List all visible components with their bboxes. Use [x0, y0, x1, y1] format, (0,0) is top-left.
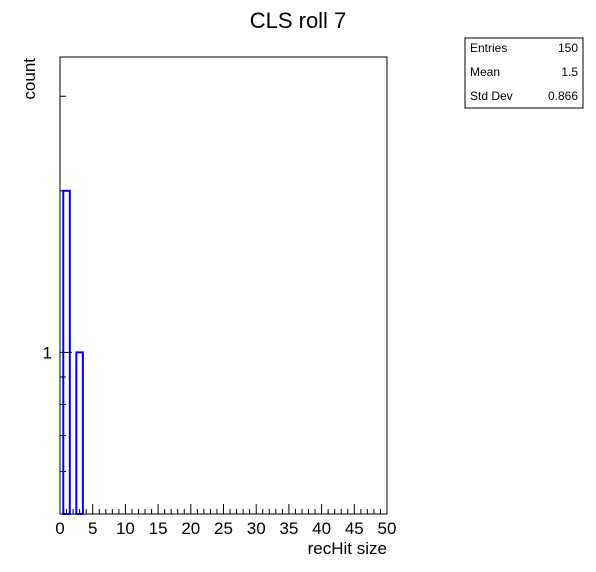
x-axis-label: recHit size: [308, 539, 387, 558]
x-tick-label: 40: [312, 519, 331, 538]
x-tick-label: 0: [55, 519, 64, 538]
x-tick-label: 25: [214, 519, 233, 538]
y-axis-label: count: [20, 58, 39, 100]
y-tick-label: 1: [43, 343, 52, 362]
plot-frame: [59, 56, 388, 515]
chart-title: CLS roll 7: [250, 8, 347, 33]
stats-entries-label: Entries: [470, 41, 507, 55]
stats-mean-label: Mean: [470, 65, 500, 79]
stats-stddev-label: Std Dev: [470, 89, 513, 103]
x-axis-ticks: 0 5 10 15 20 25 30 35 40 45 50: [55, 504, 396, 538]
x-tick-label: 30: [247, 519, 266, 538]
x-tick-label: 35: [279, 519, 298, 538]
x-tick-label: 50: [378, 519, 397, 538]
x-tick-label: 5: [88, 519, 97, 538]
stats-box-frame: [464, 37, 584, 109]
stats-entries-value: 150: [558, 41, 578, 55]
stats-stddev-value: 0.866: [548, 89, 578, 103]
stats-box: Entries 150 Mean 1.5 Std Dev 0.866: [464, 37, 584, 109]
stats-mean-value: 1.5: [561, 65, 578, 79]
x-tick-label: 10: [116, 519, 135, 538]
y-axis-ticks: 1: [43, 95, 72, 515]
histogram-bar: [75, 351, 84, 515]
x-tick-label: 45: [345, 519, 364, 538]
x-tick-label: 15: [149, 519, 168, 538]
x-tick-label: 20: [181, 519, 200, 538]
